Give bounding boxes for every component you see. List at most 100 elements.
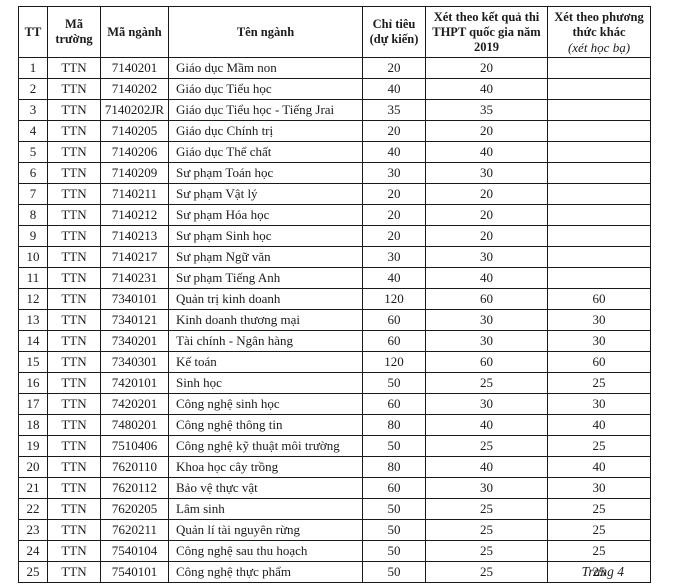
table-row: 18 TTN 7480201 Công nghệ thông tin 80 40 40 xyxy=(18,414,651,436)
school-code-cell: TTN xyxy=(47,225,101,247)
school-code-cell: TTN xyxy=(47,477,101,499)
major-code-cell: 7540101 xyxy=(100,561,169,583)
school-code-cell: TTN xyxy=(47,456,101,478)
thpt-result-cell: 20 xyxy=(425,183,548,205)
major-code-cell: 7620110 xyxy=(100,456,169,478)
major-code-cell: 7140202JR xyxy=(100,99,169,121)
major-name-cell: Sư phạm Tiếng Anh xyxy=(168,267,363,289)
major-code-cell: 7140211 xyxy=(100,183,169,205)
other-method-cell xyxy=(547,78,651,100)
major-name-cell: Tài chính - Ngân hàng xyxy=(168,330,363,352)
thpt-result-cell: 25 xyxy=(425,540,548,562)
quota-cell: 40 xyxy=(362,141,426,163)
major-code-cell: 7480201 xyxy=(100,414,169,436)
quota-cell: 60 xyxy=(362,477,426,499)
quota-cell: 80 xyxy=(362,414,426,436)
table-row: 12 TTN 7340101 Quản trị kinh doanh 120 60 60 xyxy=(18,288,651,310)
major-code-cell: 7340121 xyxy=(100,309,169,331)
header-row: TT Mã trường Mã ngành Tên ngành Chỉ tiêu… xyxy=(18,6,651,58)
school-code-cell: TTN xyxy=(47,57,101,79)
row-number-cell: 2 xyxy=(18,78,48,100)
quota-cell: 50 xyxy=(362,561,426,583)
table-row: 23 TTN 7620211 Quản lí tài nguyên rừng 50 25 2… xyxy=(18,519,651,541)
major-code-cell: 7420201 xyxy=(100,393,169,415)
other-method-cell: 60 xyxy=(547,351,651,373)
school-code-cell: TTN xyxy=(47,540,101,562)
other-method-cell: 30 xyxy=(547,393,651,415)
major-code-cell: 7140231 xyxy=(100,267,169,289)
row-number-cell: 6 xyxy=(18,162,48,184)
table-row: 24 TTN 7540104 Công nghệ sau thu hoạch 50 25 2… xyxy=(18,540,651,562)
thpt-result-cell: 30 xyxy=(425,246,548,268)
major-name-cell: Quản trị kinh doanh xyxy=(168,288,363,310)
table-row: 10 TTN 7140217 Sư phạm Ngữ văn 30 30 xyxy=(18,246,651,268)
row-number-cell: 8 xyxy=(18,204,48,226)
major-name-cell: Lâm sinh xyxy=(168,498,363,520)
table-row: 11 TTN 7140231 Sư phạm Tiếng Anh 40 40 xyxy=(18,267,651,289)
quota-cell: 50 xyxy=(362,519,426,541)
major-name-cell: Giáo dục Thể chất xyxy=(168,141,363,163)
thpt-result-cell: 40 xyxy=(425,78,548,100)
school-code-cell: TTN xyxy=(47,246,101,268)
school-code-cell: TTN xyxy=(47,435,101,457)
major-code-cell: 7140202 xyxy=(100,78,169,100)
other-method-cell xyxy=(547,57,651,79)
table-row: 25 TTN 7540101 Công nghệ thực phẩm 50 25 25 xyxy=(18,561,651,583)
major-code-cell: 7140209 xyxy=(100,162,169,184)
table-row: 22 TTN 7620205 Lâm sinh 50 25 25 xyxy=(18,498,651,520)
thpt-result-cell: 60 xyxy=(425,351,548,373)
major-code-cell: 7140205 xyxy=(100,120,169,142)
other-method-cell xyxy=(547,141,651,163)
col-header-tt: TT xyxy=(18,6,48,58)
table-row: 13 TTN 7340121 Kinh doanh thương mại 60 30 30 xyxy=(18,309,651,331)
page-number: Trang 4 xyxy=(581,564,624,579)
thpt-result-cell: 40 xyxy=(425,141,548,163)
table-row: 14 TTN 7340201 Tài chính - Ngân hàng 60 30 30 xyxy=(18,330,651,352)
quota-cell: 60 xyxy=(362,309,426,331)
school-code-cell: TTN xyxy=(47,372,101,394)
col-header-other-method: Xét theo phương thức khác (xét học bạ) xyxy=(547,6,651,58)
thpt-result-cell: 25 xyxy=(425,372,548,394)
row-number-cell: 1 xyxy=(18,57,48,79)
major-code-cell: 7340201 xyxy=(100,330,169,352)
major-name-cell: Kinh doanh thương mại xyxy=(168,309,363,331)
school-code-cell: TTN xyxy=(47,351,101,373)
other-method-header-line1: Xét theo phương thức khác xyxy=(554,9,644,39)
other-method-cell: 40 xyxy=(547,414,651,436)
other-method-cell: 30 xyxy=(547,330,651,352)
row-number-cell: 13 xyxy=(18,309,48,331)
major-name-cell: Giáo dục Tiểu học xyxy=(168,78,363,100)
major-name-cell: Công nghệ thực phẩm xyxy=(168,561,363,583)
major-code-cell: 7540104 xyxy=(100,540,169,562)
major-code-cell: 7140206 xyxy=(100,141,169,163)
major-name-cell: Giáo dục Chính trị xyxy=(168,120,363,142)
admission-quota-table: TT Mã trường Mã ngành Tên ngành Chỉ tiêu… xyxy=(18,6,651,583)
quota-cell: 20 xyxy=(362,204,426,226)
quota-cell: 20 xyxy=(362,120,426,142)
table-row: 8 TTN 7140212 Sư phạm Hóa học 20 20 xyxy=(18,204,651,226)
row-number-cell: 4 xyxy=(18,120,48,142)
table-row: 19 TTN 7510406 Công nghệ kỹ thuật môi trườn… xyxy=(18,435,651,457)
row-number-cell: 3 xyxy=(18,99,48,121)
thpt-result-cell: 25 xyxy=(425,519,548,541)
quota-cell: 20 xyxy=(362,57,426,79)
school-code-cell: TTN xyxy=(47,309,101,331)
quota-cell: 20 xyxy=(362,183,426,205)
school-code-cell: TTN xyxy=(47,120,101,142)
quota-cell: 20 xyxy=(362,225,426,247)
major-name-cell: Sư phạm Sinh học xyxy=(168,225,363,247)
quota-cell: 40 xyxy=(362,78,426,100)
school-code-cell: TTN xyxy=(47,519,101,541)
table-row: 20 TTN 7620110 Khoa học cây trồng 80 40 40 xyxy=(18,456,651,478)
table-row: 7 TTN 7140211 Sư phạm Vật lý 20 20 xyxy=(18,183,651,205)
other-method-cell: 30 xyxy=(547,477,651,499)
thpt-result-cell: 60 xyxy=(425,288,548,310)
row-number-cell: 7 xyxy=(18,183,48,205)
major-name-cell: Công nghệ thông tin xyxy=(168,414,363,436)
school-code-cell: TTN xyxy=(47,267,101,289)
school-code-cell: TTN xyxy=(47,183,101,205)
row-number-cell: 5 xyxy=(18,141,48,163)
major-name-cell: Sinh học xyxy=(168,372,363,394)
thpt-result-cell: 25 xyxy=(425,498,548,520)
